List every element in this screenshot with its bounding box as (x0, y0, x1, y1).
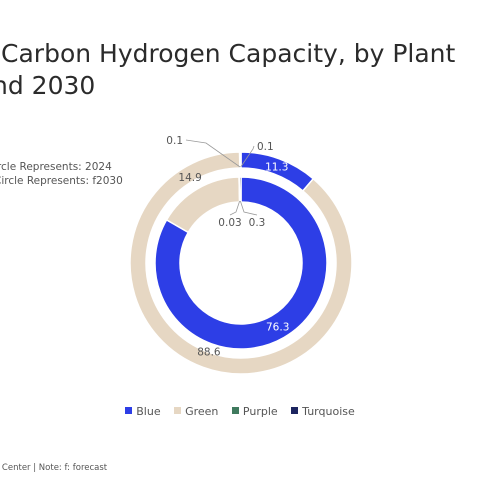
slice-outer-green[interactable] (129, 151, 353, 375)
data-label-outer-green: 88.6 (197, 346, 221, 358)
leader-outer-turquoise (240, 145, 255, 168)
slice-inner-turquoise[interactable] (238, 176, 242, 203)
slice-outer-turquoise[interactable] (239, 151, 242, 169)
source-note: e Center | Note: f: forecast (0, 463, 108, 473)
legend-label-blue: Blue (136, 405, 161, 418)
data-label-inner-blue: 76.3 (266, 322, 289, 334)
legend-swatch-green (174, 407, 182, 414)
leader-inner-purple (229, 200, 241, 216)
data-label-inner-purple: 0.03 (218, 217, 241, 229)
data-label-inner-green: 14.9 (178, 172, 201, 184)
legend-label-purple: Purple (242, 405, 278, 418)
legend-swatch-blue (125, 407, 133, 414)
data-label-inner-turquoise: 0.3 (249, 217, 266, 229)
leader-inner-turquoise (239, 200, 258, 216)
data-label-outer-purple: 0.1 (166, 135, 183, 147)
inner-circle-note: ircle Represents: 2024 (0, 161, 112, 173)
data-labels: 76.3 14.9 0.03 0.3 11.3 88.6 0.1 0.1 (166, 135, 289, 358)
legend-swatch-turquoise (291, 407, 299, 414)
data-label-outer-turquoise: 0.1 (257, 141, 274, 153)
data-label-outer-blue: 11.3 (265, 161, 288, 173)
legend-item-green[interactable]: Green (174, 405, 218, 418)
inner-ring-2024 (154, 176, 328, 350)
legend-label-turquoise: Turquoise (302, 405, 355, 418)
legend-item-purple[interactable]: Purple (231, 405, 278, 418)
outer-circle-note: Circle Represents: f2030 (0, 175, 123, 187)
legend-label-green: Green (185, 405, 219, 418)
legend-item-blue[interactable]: Blue (125, 405, 161, 418)
legend-swatch-purple (231, 407, 239, 414)
chart-title-line-1: -Carbon Hydrogen Capacity, by Plant (0, 39, 456, 68)
chart-title-line-2: nd 2030 (0, 71, 96, 100)
leader-lines (185, 139, 258, 216)
leader-outer-purple (185, 139, 241, 168)
legend: Blue Green Purple Turquoise (0, 405, 480, 418)
slice-inner-blue[interactable] (154, 176, 328, 350)
outer-ring-f2030 (129, 151, 353, 375)
chart-title: -Carbon Hydrogen Capacity, by Plant nd 2… (0, 38, 480, 102)
legend-item-turquoise[interactable]: Turquoise (291, 405, 355, 418)
